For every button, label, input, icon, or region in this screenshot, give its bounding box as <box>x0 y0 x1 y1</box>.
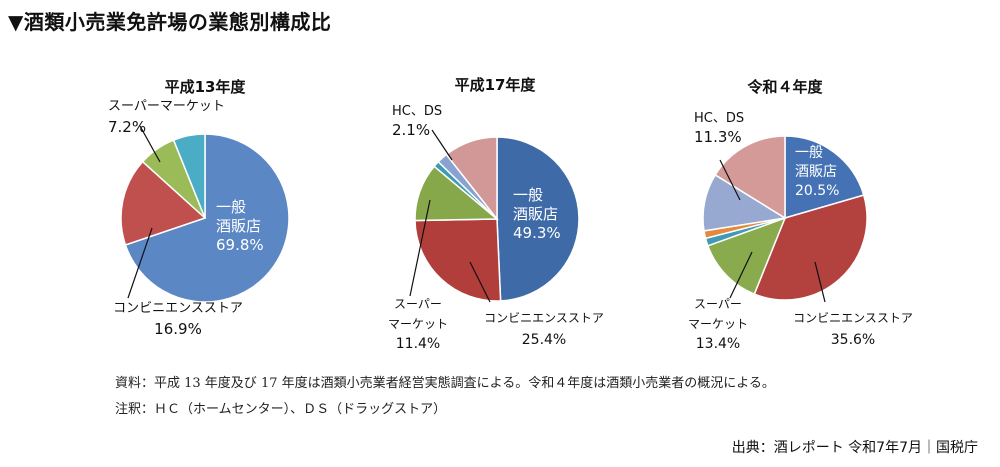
slice-label: コンビニエンスストア 25.4% <box>484 311 604 348</box>
pie-slice <box>784 135 865 219</box>
leader-line <box>431 129 453 161</box>
slice-label: 一般酒販店 20.5% <box>795 145 839 199</box>
slice-label: HC、DS 11.3% <box>694 111 744 146</box>
pie-slice <box>445 136 498 222</box>
slice-label: スーパーマーケット 13.4% <box>688 297 748 352</box>
pie-slice <box>714 135 786 220</box>
slice-label: 一般酒販店 49.3% <box>513 186 561 242</box>
pie-slice <box>414 218 502 302</box>
pie-slice <box>496 136 580 302</box>
page-title: ▼酒類小売業免許場の業態別構成比 <box>8 10 332 34</box>
chart-title: 平成17年度 <box>455 76 537 94</box>
leader-line <box>719 159 741 201</box>
pie-slice <box>172 133 206 219</box>
slice-label: コンビニエンスストア 35.6% <box>793 311 913 348</box>
leader-line <box>729 251 753 299</box>
data-source-note: 資料：平成 13 年度及び 17 年度は酒類小売業者経営実態調査による。令和４年… <box>115 376 775 391</box>
leader-line <box>814 261 826 303</box>
credit-line: 出典：酒レポート 令和7年7月｜国税庁 <box>731 440 978 456</box>
chart-title: 平成13年度 <box>165 78 247 96</box>
chart-title: 令和４年度 <box>747 78 823 96</box>
leader-line <box>139 125 161 163</box>
leader-line <box>469 261 491 303</box>
leader-line <box>127 227 153 299</box>
pie-slice <box>706 216 787 296</box>
pie-slice <box>124 133 290 303</box>
abbreviation-note: 注釈：ＨＣ（ホームセンター）、ＤＳ（ドラッグストア） <box>115 402 447 417</box>
slice-label: スーパーマーケット 11.4% <box>388 297 448 352</box>
slice-label: 一般酒販店 69.8% <box>216 198 264 254</box>
pie-slice <box>120 160 207 246</box>
pie-slice <box>753 194 868 301</box>
slice-label: スーパーマーケット 7.2% <box>108 99 225 136</box>
leader-line <box>409 199 431 297</box>
slice-label: コンビニエンスストア 16.9% <box>113 301 243 338</box>
slice-label: HC、DS 2.1% <box>392 104 442 139</box>
